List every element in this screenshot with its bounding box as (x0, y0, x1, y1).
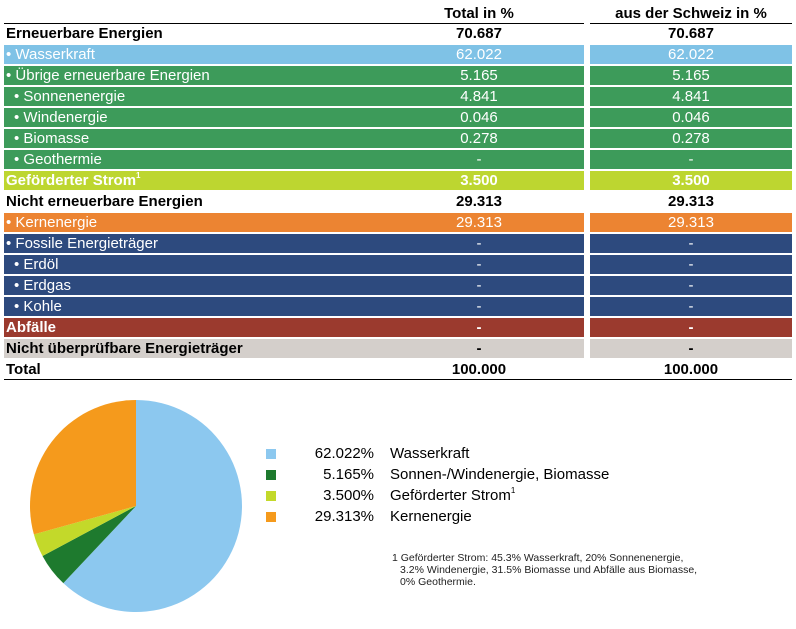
table-row: • Fossile Energieträger - - (4, 233, 792, 255)
footnote-line: 0% Geothermie. (400, 576, 476, 588)
table-row: • Sonnenenergie 4.841 4.841 (4, 86, 792, 108)
table-row: • Erdöl - - (4, 254, 792, 276)
legend-label: Wasserkraft (390, 445, 470, 462)
row-label: Nicht erneuerbare Energien (4, 191, 374, 213)
row-total-value: - (374, 149, 584, 171)
table-row: • Kernenergie 29.313 29.313 (4, 212, 792, 234)
row-switzerland-value: 70.687 (590, 23, 792, 45)
legend-percent: 62.022% (314, 445, 374, 462)
row-switzerland-value: 0.046 (590, 107, 792, 129)
table-row: • Windenergie 0.046 0.046 (4, 107, 792, 129)
row-label: • Wasserkraft (4, 44, 374, 66)
pie-slice (63, 400, 242, 612)
row-label: • Erdöl (4, 254, 374, 276)
row-label: • Biomasse (4, 128, 374, 150)
row-switzerland-value: 0.278 (590, 128, 792, 150)
row-total-value: 3.500 (374, 170, 584, 192)
row-switzerland-value: - (590, 338, 792, 360)
row-total-value: 29.313 (374, 191, 584, 213)
pie-slice (33, 506, 136, 556)
table-header-row: Total in % aus der Schweiz in % (4, 4, 792, 24)
legend-swatch (266, 512, 276, 522)
footnote-line: 3.2% Windenergie, 31.5% Biomasse und Abf… (400, 564, 698, 576)
table-row: Nicht überprüfbare Energieträger - - (4, 338, 792, 360)
legend-label: Sonnen-/Windenergie, Biomasse (390, 466, 610, 483)
table-row: Erneuerbare Energien 70.687 70.687 (4, 23, 792, 45)
legend-percent: 3.500% (323, 487, 374, 504)
row-switzerland-value: - (590, 296, 792, 318)
row-label: • Geothermie (4, 149, 374, 171)
table-row: • Erdgas - - (4, 275, 792, 297)
table-row: Total 100.000 100.000 (4, 359, 792, 380)
row-total-value: - (374, 233, 584, 255)
row-switzerland-value: 4.841 (590, 86, 792, 108)
row-total-value: 100.000 (374, 359, 584, 380)
header-total: Total in % (374, 4, 584, 24)
legend-swatch (266, 491, 276, 501)
row-switzerland-value: - (590, 233, 792, 255)
legend-swatch (266, 470, 276, 480)
table-row: Abfälle - - (4, 317, 792, 339)
row-label: • Fossile Energieträger (4, 233, 374, 255)
row-label: • Kernenergie (4, 212, 374, 234)
table-row: • Geothermie - - (4, 149, 792, 171)
table-row: Nicht erneuerbare Energien 29.313 29.313 (4, 191, 792, 213)
table-row: • Biomasse 0.278 0.278 (4, 128, 792, 150)
row-label: Geförderter Strom1 (4, 170, 374, 192)
row-switzerland-value: 5.165 (590, 65, 792, 87)
row-total-value: - (374, 275, 584, 297)
energy-pie-chart (29, 400, 242, 612)
row-total-value: - (374, 254, 584, 276)
row-label: Erneuerbare Energien (4, 23, 374, 45)
pie-slice (42, 506, 136, 584)
row-total-value: - (374, 296, 584, 318)
row-total-value: 0.278 (374, 128, 584, 150)
energy-mix-table: Total in % aus der Schweiz in % Erneuerb… (4, 4, 792, 380)
legend-swatch (266, 449, 276, 459)
table-row: • Kohle - - (4, 296, 792, 318)
row-total-value: 5.165 (374, 65, 584, 87)
row-total-value: - (374, 317, 584, 339)
legend-percent: 5.165% (323, 466, 374, 483)
header-switzerland: aus der Schweiz in % (590, 4, 792, 24)
row-label: • Windenergie (4, 107, 374, 129)
row-switzerland-value: - (590, 317, 792, 339)
row-total-value: 0.046 (374, 107, 584, 129)
row-switzerland-value: - (590, 275, 792, 297)
footnote: 1 Geförderter Strom: 45.3% Wasserkraft, … (392, 552, 732, 588)
row-total-value: - (374, 338, 584, 360)
header-source (4, 4, 374, 24)
row-switzerland-value: 29.313 (590, 212, 792, 234)
row-total-value: 62.022 (374, 44, 584, 66)
row-switzerland-value: 29.313 (590, 191, 792, 213)
pie-slice (29, 400, 136, 535)
row-label: Nicht überprüfbare Energieträger (4, 338, 374, 360)
legend-label: Geförderter Strom1 (390, 486, 516, 505)
row-label: • Kohle (4, 296, 374, 318)
table-row: • Wasserkraft 62.022 62.022 (4, 44, 792, 66)
row-label: • Übrige erneuerbare Energien (4, 65, 374, 87)
legend-percent: 29.313% (314, 508, 374, 525)
footnote-marker: 1 (136, 171, 141, 180)
table-row: Geförderter Strom1 3.500 3.500 (4, 170, 792, 192)
footnote-line: 1 Geförderter Strom: 45.3% Wasserkraft, … (392, 552, 684, 564)
row-label: • Sonnenenergie (4, 86, 374, 108)
row-total-value: 29.313 (374, 212, 584, 234)
row-total-value: 4.841 (374, 86, 584, 108)
row-total-value: 70.687 (374, 23, 584, 45)
row-switzerland-value: 3.500 (590, 170, 792, 192)
row-switzerland-value: - (590, 254, 792, 276)
row-switzerland-value: 100.000 (590, 359, 792, 380)
table-row: • Übrige erneuerbare Energien 5.165 5.165 (4, 65, 792, 87)
row-label: • Erdgas (4, 275, 374, 297)
footnote-marker: 1 (510, 486, 516, 495)
legend-label: Kernenergie (390, 508, 472, 525)
row-label: Total (4, 359, 374, 380)
row-switzerland-value: - (590, 149, 792, 171)
row-label: Abfälle (4, 317, 374, 339)
row-switzerland-value: 62.022 (590, 44, 792, 66)
